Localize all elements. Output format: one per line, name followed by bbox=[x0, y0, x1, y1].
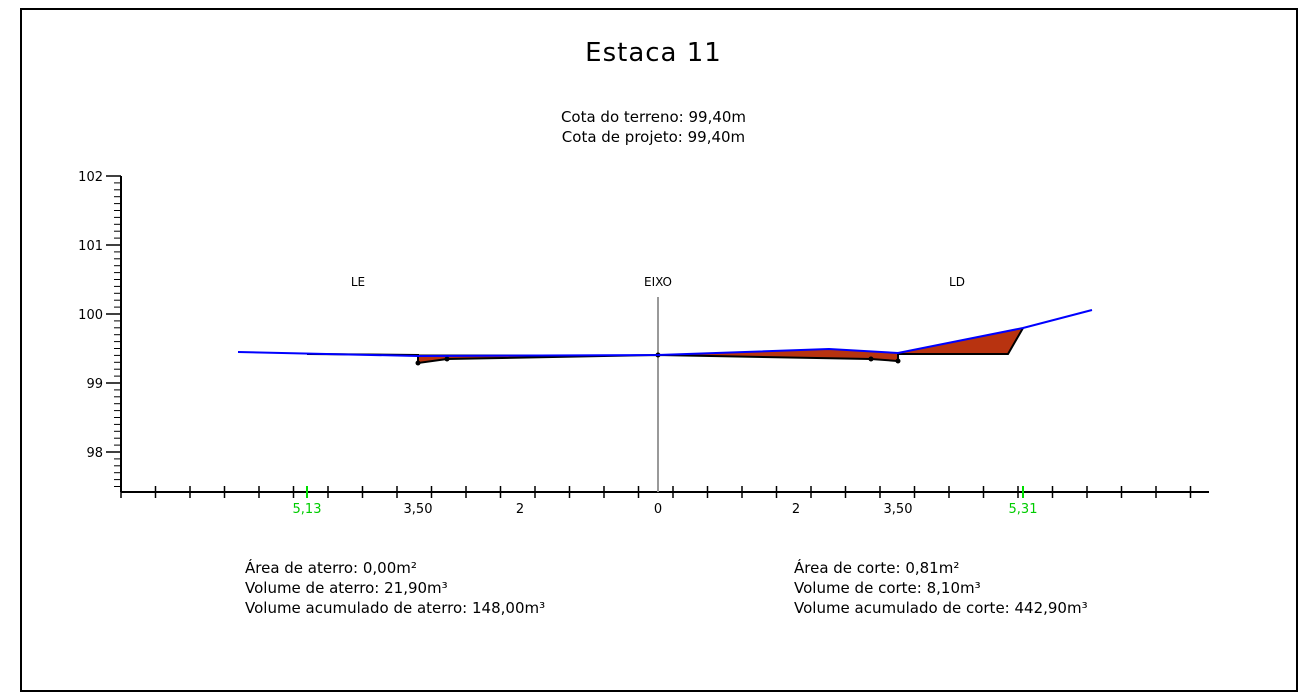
y-tick-label: 101 bbox=[78, 239, 103, 254]
cut-info-block: Área de corte: 0,81m² Volume de corte: 8… bbox=[794, 558, 1088, 618]
x-tick-label: 2 bbox=[516, 502, 524, 517]
axis-label: EIXO bbox=[644, 275, 672, 289]
terrain-elevation: Cota do terreno: 99,40m bbox=[560, 108, 747, 126]
y-minor-ticks bbox=[114, 175, 121, 487]
y-major-ticks bbox=[106, 175, 121, 453]
x-tick-label: 3,50 bbox=[404, 502, 433, 517]
right-side-label: LD bbox=[949, 275, 965, 289]
project-section-line bbox=[306, 327, 1024, 365]
fill-volume: Volume de aterro: 21,90m³ bbox=[245, 579, 448, 597]
x-ticks bbox=[120, 486, 1192, 498]
x-tick-label: 5,31 bbox=[1009, 502, 1038, 517]
section-title: Estaca 11 bbox=[585, 38, 722, 68]
fill-accumulated: Volume acumulado de aterro: 148,00m³ bbox=[245, 599, 546, 617]
cut-volume: Volume de corte: 8,10m³ bbox=[794, 579, 981, 597]
vertex-point bbox=[895, 358, 901, 364]
x-tick-label: 5,13 bbox=[293, 502, 322, 517]
cut-area: Área de corte: 0,81m² bbox=[794, 559, 960, 577]
vertex-point bbox=[868, 356, 874, 362]
cut-accumulated: Volume acumulado de corte: 442,90m³ bbox=[794, 599, 1088, 617]
x-tick-label: 3,50 bbox=[884, 502, 913, 517]
x-tick-label: 0 bbox=[654, 502, 662, 517]
vertex-point bbox=[444, 356, 450, 362]
left-side-label: LE bbox=[351, 275, 365, 289]
fill-info-block: Área de aterro: 0,00m² Volume de aterro:… bbox=[245, 558, 545, 618]
x-tick-label: 2 bbox=[792, 502, 800, 517]
terrain-line bbox=[237, 309, 1093, 358]
y-tick-label: 100 bbox=[78, 308, 103, 323]
fill-area: Área de aterro: 0,00m² bbox=[245, 559, 417, 577]
vertex-point bbox=[415, 360, 421, 366]
project-elevation: Cota de projeto: 99,40m bbox=[561, 128, 746, 146]
y-tick-label: 98 bbox=[86, 446, 103, 461]
y-tick-label: 99 bbox=[86, 377, 103, 392]
y-tick-label: 102 bbox=[78, 170, 103, 185]
